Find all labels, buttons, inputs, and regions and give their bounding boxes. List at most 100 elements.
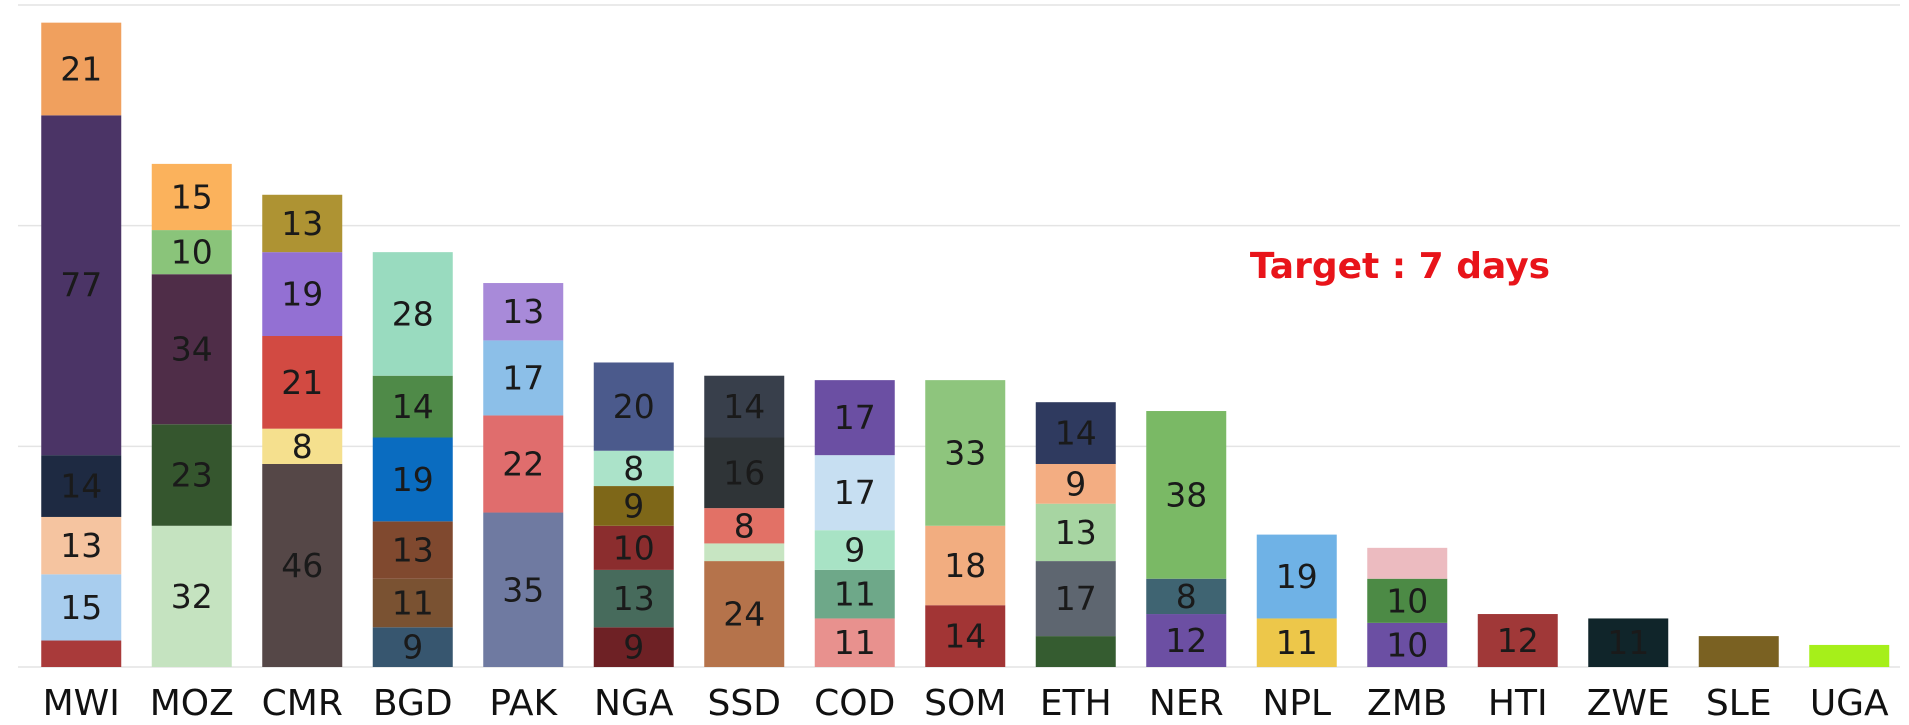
bar-segment: [262, 463, 343, 667]
x-tick-label: CMR: [262, 683, 343, 724]
bar-segment: [593, 525, 674, 570]
data-label: 19: [392, 460, 434, 499]
data-label: 19: [281, 275, 323, 314]
bar-segment: [704, 561, 785, 667]
x-tick-label: SLE: [1706, 683, 1772, 724]
bar-segment: [262, 252, 343, 336]
bar-segment: [41, 22, 122, 116]
data-label: 12: [1497, 621, 1539, 660]
bar-segment: [483, 283, 564, 341]
x-tick-label: SOM: [924, 683, 1006, 724]
data-label: 20: [613, 387, 655, 426]
data-label: 13: [281, 204, 323, 243]
bar-segment: [1035, 463, 1116, 504]
bar-segment: [41, 640, 122, 667]
annotation: Target : 7 days: [1250, 246, 1550, 287]
bar-segment: [1035, 561, 1116, 637]
bar-segment: [151, 230, 232, 275]
data-label: 38: [1165, 475, 1207, 514]
data-label: 11: [834, 575, 876, 614]
bar-segment: [925, 380, 1006, 526]
data-label: 13: [392, 531, 434, 570]
bar-segment: [593, 569, 674, 628]
x-tick-label: UGA: [1810, 683, 1889, 724]
data-label: 14: [723, 387, 765, 426]
data-label: 9: [844, 531, 865, 570]
data-label: 19: [1276, 557, 1318, 596]
data-label: 11: [834, 623, 876, 662]
bar-segment: [41, 574, 122, 641]
data-label: 11: [1276, 623, 1318, 662]
data-label: 10: [171, 233, 213, 272]
data-label: 33: [944, 433, 986, 472]
data-label: 32: [171, 577, 213, 616]
bar-segment: [814, 618, 895, 667]
data-label: 9: [623, 486, 644, 525]
data-label: 10: [1386, 625, 1428, 664]
data-label: 8: [1176, 577, 1197, 616]
data-label: 8: [623, 449, 644, 488]
bar-segment: [814, 569, 895, 619]
data-label: 28: [392, 294, 434, 333]
bar-segment: [704, 375, 785, 438]
data-label: 12: [1165, 621, 1207, 660]
data-label: 9: [402, 628, 423, 667]
data-label: 14: [1055, 414, 1097, 453]
data-label: 21: [60, 49, 102, 88]
bar-segment: [41, 115, 122, 456]
bar-segment: [704, 437, 785, 509]
bar-segment: [483, 512, 564, 667]
data-label: 15: [171, 177, 213, 216]
bar-segment: [262, 336, 343, 429]
data-label: 24: [723, 595, 765, 634]
bar-segment: [372, 578, 453, 628]
x-tick-label: COD: [814, 683, 895, 724]
data-label: 16: [723, 453, 765, 492]
x-tick-label: ZMB: [1367, 683, 1447, 724]
bar-segment: [1146, 614, 1227, 667]
data-label: 14: [944, 617, 986, 656]
bar-segment: [814, 380, 895, 456]
data-label: 11: [1607, 623, 1649, 662]
bar-segment: [372, 437, 453, 522]
data-label: 15: [60, 588, 102, 627]
data-label: 11: [392, 584, 434, 623]
bar-segment: [483, 340, 564, 416]
x-tick-label: BGD: [373, 683, 453, 724]
x-tick-label: PAK: [489, 683, 558, 724]
bar-segment: [1477, 614, 1558, 667]
data-label: 35: [502, 570, 544, 609]
bar-segment: [1367, 578, 1448, 623]
bar-segment: [1809, 644, 1890, 667]
data-label: 21: [281, 363, 323, 402]
data-label: 9: [1065, 464, 1086, 503]
x-tick-label: NER: [1149, 683, 1224, 724]
bar-segment: [262, 194, 343, 253]
bar-segment: [372, 252, 453, 376]
data-label: 22: [502, 444, 544, 483]
bar-segment: [1146, 411, 1227, 579]
bar-segment: [372, 627, 453, 667]
bar-segment: [151, 525, 232, 667]
data-label: 17: [834, 398, 876, 437]
bar-segment: [593, 362, 674, 451]
bar-segment: [372, 521, 453, 579]
bar-segment: [925, 525, 1006, 606]
bar-segment: [814, 530, 895, 570]
bar-segment: [704, 543, 785, 562]
data-label: 13: [60, 526, 102, 565]
bar-segment: [1035, 503, 1116, 562]
bar-segment: [925, 605, 1006, 667]
data-label: 10: [613, 528, 655, 567]
bar-segment: [262, 428, 343, 464]
data-label: 13: [502, 292, 544, 331]
x-tick-label: SSD: [708, 683, 781, 724]
data-label: 9: [623, 628, 644, 667]
bar-segment: [593, 450, 674, 487]
bar-segment: [704, 508, 785, 544]
bar-segment: [1035, 636, 1116, 667]
x-tick-label: MWI: [43, 683, 120, 724]
data-label: 23: [171, 456, 213, 495]
x-tick-label: ZWE: [1587, 683, 1670, 724]
